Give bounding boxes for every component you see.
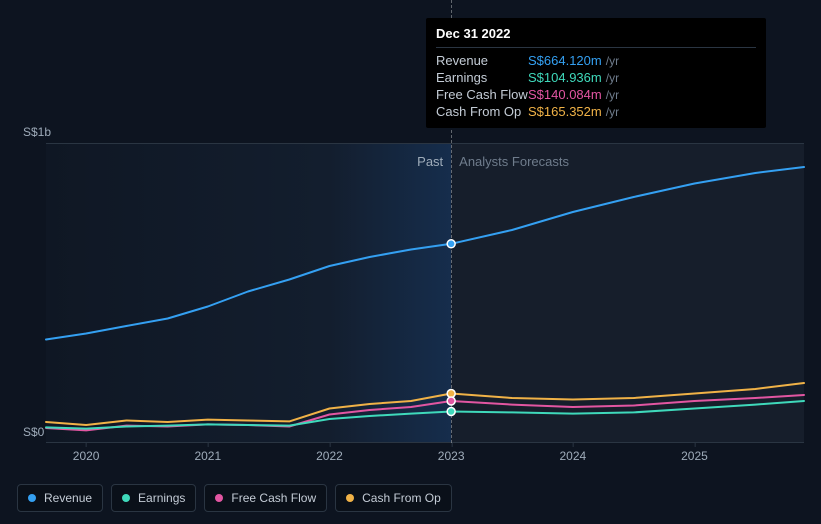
x-tick: 2022: [316, 449, 343, 463]
tooltip-row-label: Free Cash Flow: [436, 87, 528, 102]
x-tick: 2024: [559, 449, 586, 463]
tooltip-row-label: Revenue: [436, 53, 528, 68]
tooltip-row-value: S$165.352m: [528, 104, 602, 119]
legend-label: Revenue: [44, 491, 92, 505]
legend-item-earnings[interactable]: Earnings: [111, 484, 196, 512]
legend: Revenue Earnings Free Cash Flow Cash From O…: [17, 484, 452, 512]
legend-dot: [28, 494, 36, 502]
legend-dot: [215, 494, 223, 502]
tooltip-row: EarningsS$104.936m/yr: [436, 69, 756, 86]
legend-item-cash-from-op[interactable]: Cash From Op: [335, 484, 452, 512]
legend-dot: [122, 494, 130, 502]
chart-lines: [46, 143, 804, 443]
legend-item-free-cash-flow[interactable]: Free Cash Flow: [204, 484, 327, 512]
tooltip-row-suffix: /yr: [606, 88, 619, 102]
legend-item-revenue[interactable]: Revenue: [17, 484, 103, 512]
y-axis-label-bottom: S$0: [23, 425, 44, 439]
x-tick: 2023: [438, 449, 465, 463]
tooltip-row: Cash From OpS$165.352m/yr: [436, 103, 756, 120]
tooltip-row-label: Earnings: [436, 70, 528, 85]
tooltip-row: RevenueS$664.120m/yr: [436, 52, 756, 69]
tooltip-row-label: Cash From Op: [436, 104, 528, 119]
x-axis-ticks: 2020 2021 2022 2023 2024 2025: [46, 449, 804, 465]
tooltip-row-suffix: /yr: [606, 105, 619, 119]
tooltip-title: Dec 31 2022: [436, 26, 756, 48]
legend-dot: [346, 494, 354, 502]
legend-label: Earnings: [138, 491, 185, 505]
tooltip-row-value: S$140.084m: [528, 87, 602, 102]
tooltip-row-suffix: /yr: [606, 54, 619, 68]
hover-tooltip: Dec 31 2022 RevenueS$664.120m/yrEarnings…: [426, 18, 766, 128]
tooltip-row: Free Cash FlowS$140.084m/yr: [436, 86, 756, 103]
x-tick: 2021: [194, 449, 221, 463]
tooltip-row-value: S$664.120m: [528, 53, 602, 68]
y-axis-label-top: S$1b: [23, 125, 51, 139]
tooltip-row-value: S$104.936m: [528, 70, 602, 85]
x-tick: 2020: [73, 449, 100, 463]
legend-label: Cash From Op: [362, 491, 441, 505]
tooltip-row-suffix: /yr: [606, 71, 619, 85]
legend-label: Free Cash Flow: [231, 491, 316, 505]
x-tick: 2025: [681, 449, 708, 463]
